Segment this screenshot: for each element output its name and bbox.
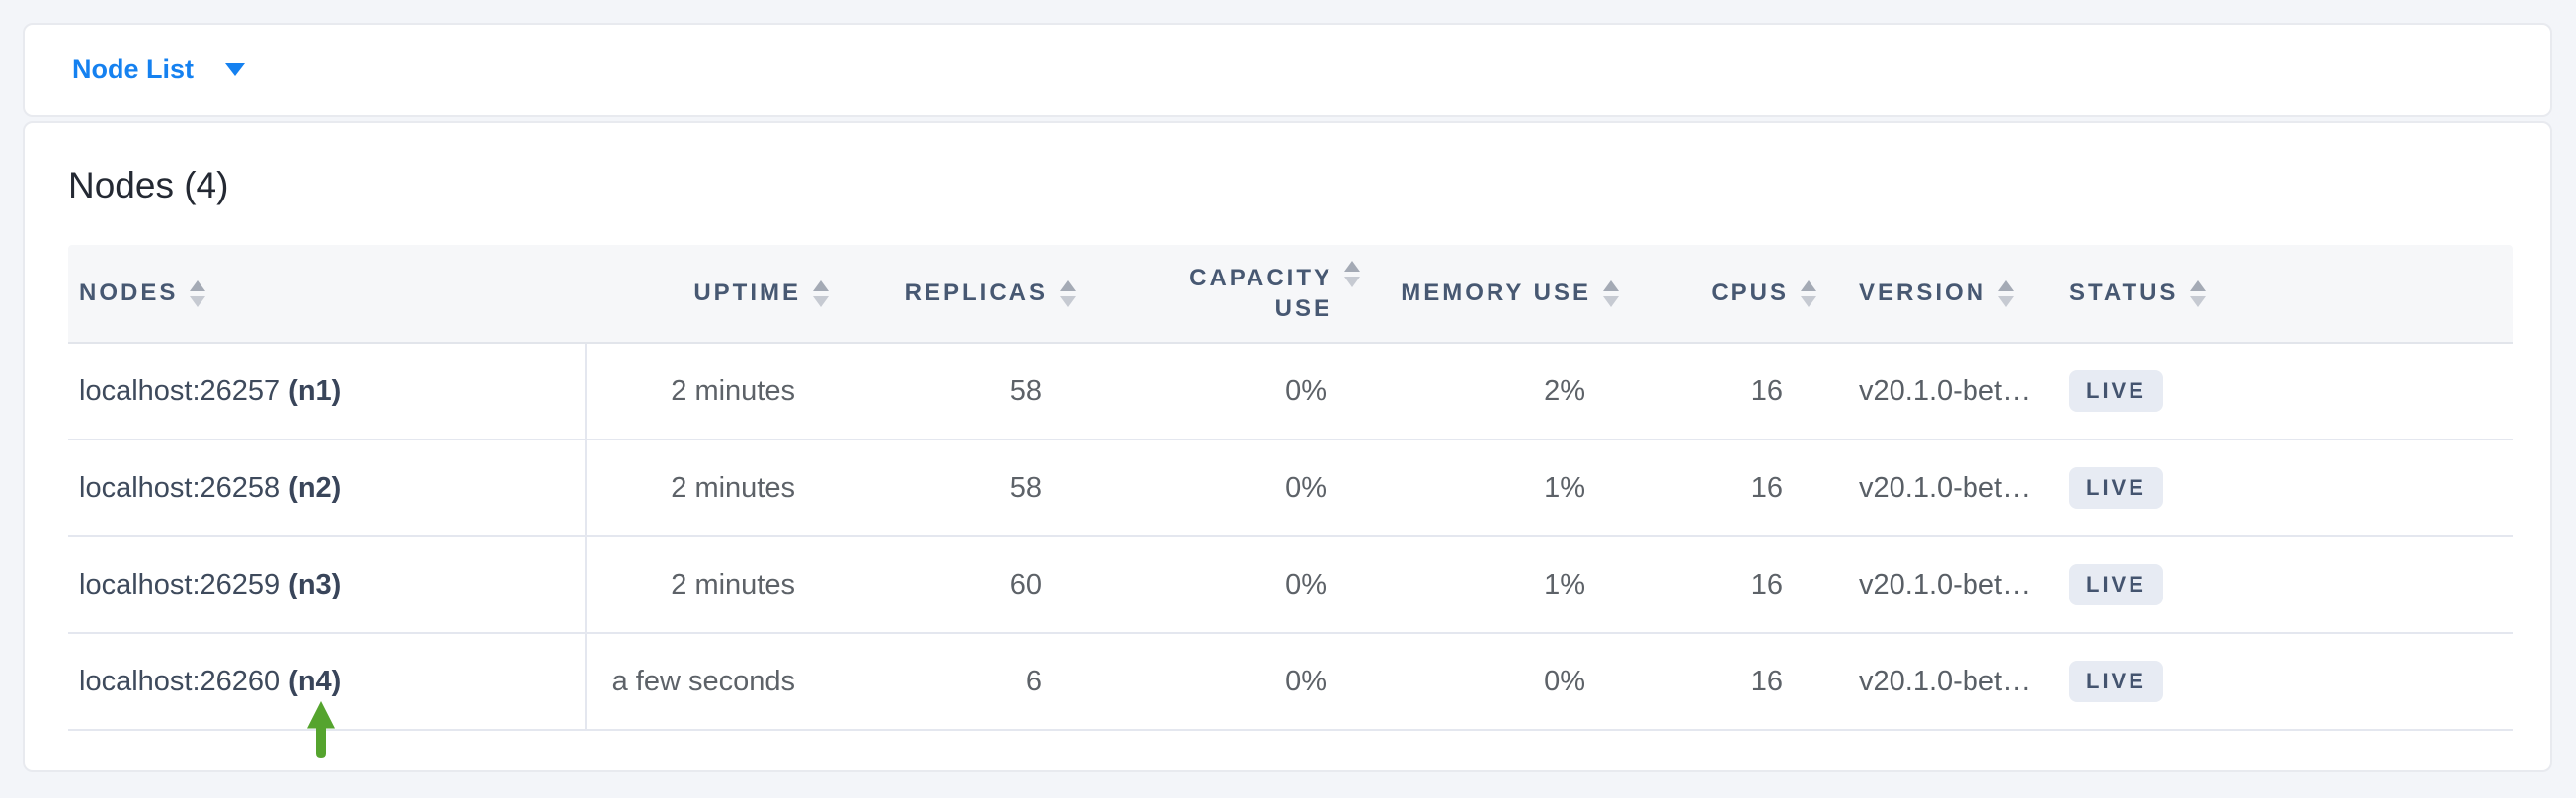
status-badge: LIVE — [2069, 661, 2163, 702]
version-cell: v20.1.0-bet… — [1859, 374, 2032, 407]
node-address-cell[interactable]: localhost:26260 (n4) — [68, 634, 587, 729]
capacity-use-cell: 0% — [1285, 374, 1327, 407]
replicas-cell: 6 — [1025, 665, 1042, 697]
view-selector-dropdown[interactable]: Node List — [72, 54, 246, 85]
status-badge: LIVE — [2069, 370, 2163, 412]
column-header-cpus[interactable]: CPUS — [1627, 245, 1824, 342]
table-row[interactable]: localhost:26259 (n3) 2 minutes 60 0% 1% 1… — [68, 537, 2513, 634]
table-header-row: NODES UPTIME REPLICAS CAPACITY USE MEMOR… — [68, 245, 2513, 344]
status-badge: LIVE — [2069, 467, 2163, 509]
memory-use-cell: 0% — [1544, 665, 1585, 697]
version-cell: v20.1.0-bet… — [1859, 471, 2032, 504]
capacity-use-cell: 0% — [1285, 568, 1327, 600]
nodes-panel: Nodes (4) NODES UPTIME REPLICAS CAPACITY… — [23, 121, 2552, 772]
memory-use-cell: 2% — [1544, 374, 1585, 407]
uptime-cell: a few seconds — [611, 665, 795, 697]
replicas-cell: 58 — [1009, 471, 1042, 504]
status-cell: LIVE — [2037, 537, 2513, 632]
status-cell: LIVE — [2037, 344, 2513, 439]
replicas-cell: 58 — [1009, 374, 1042, 407]
version-cell: v20.1.0-bet… — [1859, 665, 2032, 697]
sort-icon — [1344, 261, 1360, 287]
replicas-cell: 60 — [1009, 568, 1042, 600]
cpus-cell: 16 — [1750, 374, 1783, 407]
column-header-status[interactable]: STATUS — [2037, 245, 2513, 342]
sort-icon — [1060, 279, 1076, 307]
status-badge: LIVE — [2069, 564, 2163, 605]
uptime-cell: 2 minutes — [671, 374, 795, 407]
capacity-use-cell: 0% — [1285, 665, 1327, 697]
sort-icon — [1603, 279, 1619, 307]
capacity-use-cell: 0% — [1285, 471, 1327, 504]
memory-use-cell: 1% — [1544, 471, 1585, 504]
chevron-down-icon — [225, 63, 246, 76]
sort-icon — [2190, 279, 2207, 307]
sort-icon — [1801, 279, 1816, 307]
sort-icon — [1998, 279, 2015, 307]
column-header-uptime[interactable]: UPTIME — [587, 245, 837, 342]
page-title: Nodes (4) — [68, 165, 229, 205]
status-cell: LIVE — [2037, 634, 2513, 729]
node-address-cell[interactable]: localhost:26258 (n2) — [68, 440, 587, 535]
cpus-cell: 16 — [1750, 471, 1783, 504]
cpus-cell: 16 — [1750, 665, 1783, 697]
uptime-cell: 2 minutes — [671, 471, 795, 504]
node-address-cell[interactable]: localhost:26259 (n3) — [68, 537, 587, 632]
uptime-cell: 2 minutes — [671, 568, 795, 600]
node-address-cell[interactable]: localhost:26257 (n1) — [68, 344, 587, 439]
view-selector-label: Node List — [72, 54, 195, 84]
sort-icon — [813, 279, 829, 307]
column-header-nodes[interactable]: NODES — [68, 245, 587, 342]
cpus-cell: 16 — [1750, 568, 1783, 600]
column-header-replicas[interactable]: REPLICAS — [837, 245, 1084, 342]
view-selector-bar: Node List — [23, 23, 2552, 117]
version-cell: v20.1.0-bet… — [1859, 568, 2032, 600]
column-header-version[interactable]: VERSION — [1824, 245, 2037, 342]
status-cell: LIVE — [2037, 440, 2513, 535]
memory-use-cell: 1% — [1544, 568, 1585, 600]
column-header-capacity-use[interactable]: CAPACITY USE — [1084, 245, 1368, 342]
nodes-table: NODES UPTIME REPLICAS CAPACITY USE MEMOR… — [68, 245, 2513, 731]
table-row[interactable]: localhost:26258 (n2) 2 minutes 58 0% 1% 1… — [68, 440, 2513, 537]
table-row[interactable]: localhost:26257 (n1) 2 minutes 58 0% 2% 1… — [68, 344, 2513, 440]
sort-icon — [190, 279, 206, 307]
column-header-memory-use[interactable]: MEMORY USE — [1368, 245, 1627, 342]
table-row[interactable]: localhost:26260 (n4) a few seconds 6 0% 0… — [68, 634, 2513, 731]
